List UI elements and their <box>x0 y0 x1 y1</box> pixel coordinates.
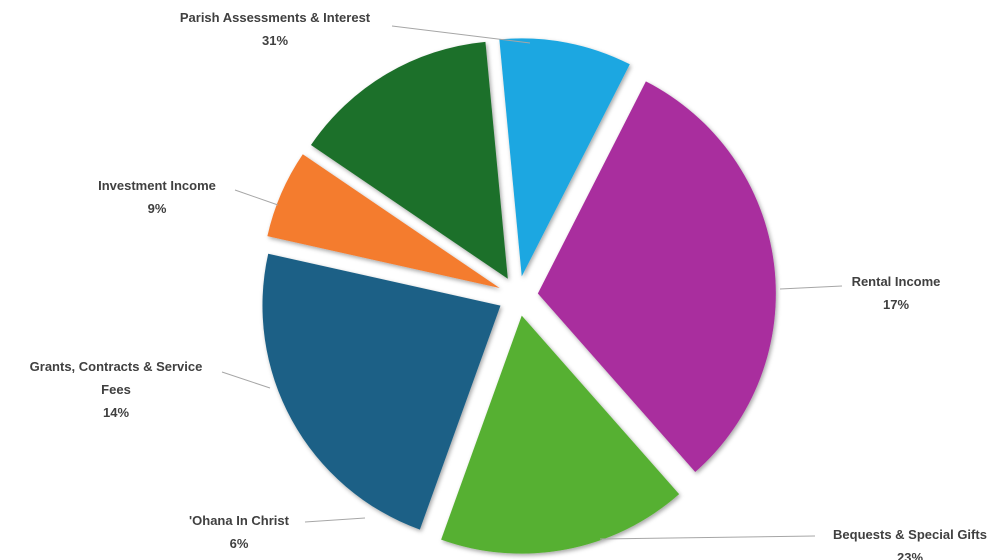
leader-line-ohana-in-christ <box>304 517 366 523</box>
slice-investment-income <box>499 38 630 277</box>
slice-grants-contracts-service-fees <box>310 41 508 279</box>
leader-line-parish-assessments-interest <box>391 25 531 44</box>
slice-ohana-in-christ <box>267 154 500 289</box>
slice-name: Investment Income <box>98 178 216 193</box>
slice-percent: 23% <box>897 550 923 560</box>
slice-name: 'Ohana In Christ <box>189 513 290 528</box>
slice-name: Bequests & Special Gifts <box>833 527 987 542</box>
slice-name: Rental Income <box>852 274 941 289</box>
slice-percent: 9% <box>148 201 167 216</box>
leader-line-investment-income <box>234 189 279 206</box>
slice-parish-assessments-interest <box>537 81 776 473</box>
label-investment-income: Investment Income 9% <box>98 178 216 216</box>
slice-percent: 14% <box>103 405 129 420</box>
pie-slices <box>262 38 776 554</box>
slice-name: Grants, Contracts & Service <box>30 359 203 374</box>
slice-percent: 17% <box>883 297 909 312</box>
slice-bequests-special-gifts <box>262 253 501 530</box>
label-rental-income: Rental Income 17% <box>852 274 941 312</box>
slice-name: Parish Assessments & Interest <box>180 10 371 25</box>
leader-line-bequests-special-gifts <box>599 535 816 540</box>
slice-percent: 31% <box>262 33 288 48</box>
slice-percent: 6% <box>230 536 249 551</box>
slice-labels: Parish Assessments & Interest 31% Rental I… <box>30 10 987 560</box>
label-grants-contracts-service-fees: Grants, Contracts & Service Fees 14% <box>30 359 203 420</box>
label-parish-assessments-interest: Parish Assessments & Interest 31% <box>180 10 371 48</box>
label-bequests-special-gifts: Bequests & Special Gifts 23% <box>833 527 987 560</box>
slice-rental-income <box>441 315 680 554</box>
label-ohana-in-christ: 'Ohana In Christ 6% <box>189 513 290 551</box>
leader-line-grants-contracts-service-fees <box>221 371 271 389</box>
slice-name: Fees <box>101 382 131 397</box>
leader-lines <box>221 25 843 540</box>
leader-line-rental-income <box>779 285 843 290</box>
